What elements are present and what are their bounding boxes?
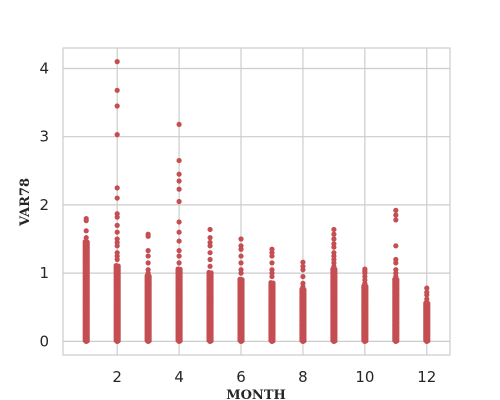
- data-point: [393, 212, 399, 218]
- y-tick-label: 4: [39, 59, 49, 77]
- data-point: [145, 260, 151, 266]
- data-point: [114, 222, 120, 228]
- data-point: [269, 253, 275, 259]
- x-tick-label: 4: [174, 368, 184, 386]
- y-tick-label: 1: [39, 264, 49, 282]
- data-point: [269, 273, 275, 280]
- data-point: [393, 243, 399, 249]
- data-point: [331, 244, 337, 250]
- data-point: [176, 219, 182, 225]
- data-point: [145, 248, 151, 254]
- data-point: [208, 270, 214, 276]
- y-tick-label: 2: [39, 196, 49, 214]
- data-point: [331, 226, 337, 233]
- data-point: [393, 273, 399, 280]
- data-point: [114, 256, 120, 263]
- x-tick-label: 10: [355, 368, 374, 386]
- data-point: [85, 239, 90, 245]
- x-tick-labels: 2 4 6 8 10 12: [112, 368, 436, 386]
- data-point: [114, 195, 120, 201]
- data-point: [114, 59, 120, 65]
- data-point: [331, 236, 337, 242]
- data-point: [176, 121, 182, 128]
- y-tick-label: 3: [39, 128, 49, 146]
- data-point: [83, 235, 89, 241]
- data-point: [176, 253, 182, 259]
- x-tick-label: 8: [298, 368, 308, 386]
- data-point: [176, 198, 182, 205]
- data-point: [114, 103, 120, 109]
- data-point: [176, 238, 182, 244]
- data-point: [393, 207, 399, 213]
- grid-lines: [63, 48, 450, 355]
- data-point: [114, 214, 120, 220]
- data-point: [83, 218, 89, 224]
- x-tick-label: 6: [236, 368, 246, 386]
- y-axis-label: VAR78: [18, 178, 33, 227]
- data-point: [207, 243, 213, 249]
- data-point: [176, 186, 182, 192]
- data-point: [114, 87, 120, 93]
- x-axis-label: MONTH: [226, 388, 286, 400]
- data-point: [145, 270, 151, 276]
- data-point: [300, 267, 306, 273]
- data-point: [238, 236, 244, 242]
- data-point: [362, 280, 368, 286]
- data-point: [207, 256, 213, 263]
- y-tick-label: 0: [39, 332, 49, 350]
- x-tick-label: 2: [112, 368, 122, 386]
- data-point: [176, 229, 182, 235]
- data-point: [269, 260, 275, 266]
- data-point: [207, 263, 213, 269]
- data-point: [83, 228, 89, 234]
- data-point: [331, 263, 337, 269]
- data-point: [300, 259, 306, 265]
- data-point: [424, 292, 430, 298]
- data-point: [207, 235, 213, 241]
- data-point: [300, 284, 306, 290]
- data-point: [300, 273, 306, 280]
- data-point: [238, 246, 244, 252]
- data-point: [176, 260, 182, 266]
- data-point: [207, 250, 213, 256]
- data-point: [114, 132, 120, 138]
- data-point: [114, 243, 120, 249]
- data-points: [82, 59, 431, 344]
- data-point: [114, 229, 120, 235]
- data-point: [270, 280, 276, 286]
- x-tick-label: 12: [417, 368, 436, 386]
- data-point: [177, 266, 183, 272]
- data-point: [393, 217, 399, 223]
- data-point: [176, 248, 182, 254]
- data-point: [176, 178, 182, 184]
- data-point: [145, 233, 151, 239]
- data-point: [238, 260, 244, 266]
- data-point: [424, 299, 430, 305]
- data-point: [176, 157, 182, 164]
- data-point: [115, 263, 121, 269]
- data-point: [393, 260, 399, 266]
- data-point: [424, 285, 430, 291]
- data-point: [207, 226, 213, 233]
- data-point: [114, 185, 120, 191]
- data-point: [238, 270, 244, 276]
- plot-area: [62, 47, 451, 356]
- y-tick-labels: 0 1 2 3 4: [39, 59, 49, 350]
- data-point: [176, 171, 182, 177]
- data-point: [145, 253, 151, 259]
- data-point: [331, 231, 337, 237]
- data-point: [239, 277, 245, 282]
- data-point: [238, 253, 244, 259]
